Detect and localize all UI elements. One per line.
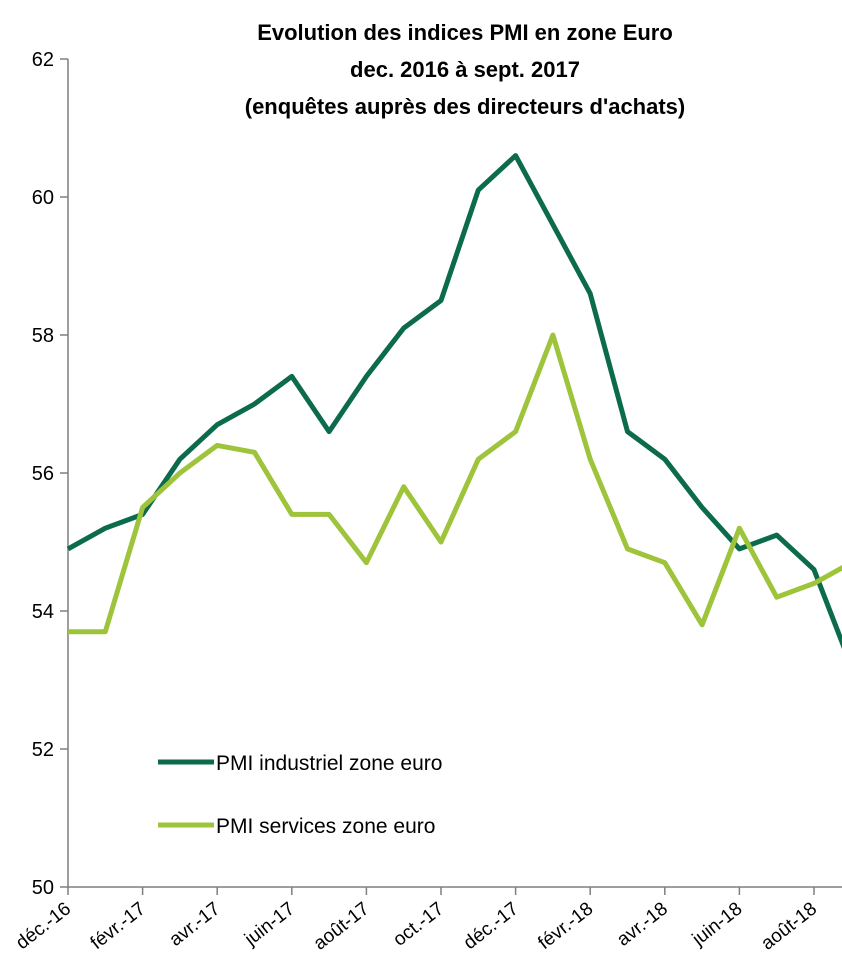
data-point-services <box>327 512 332 517</box>
data-point-services <box>625 546 630 551</box>
data-point-industriel <box>252 402 257 407</box>
x-tick-label: févr.-17 <box>87 898 150 954</box>
data-point-industriel <box>662 457 667 462</box>
data-point-services <box>364 560 369 565</box>
data-point-services <box>252 450 257 455</box>
data-point-industriel <box>401 326 406 331</box>
data-point-services <box>177 471 182 476</box>
data-point-industriel <box>737 546 742 551</box>
x-tick-label: avr.-18 <box>613 898 672 950</box>
data-point-industriel <box>700 505 705 510</box>
data-point-industriel <box>774 533 779 538</box>
data-point-industriel <box>476 188 481 193</box>
x-tick-label: juin-17 <box>240 898 299 950</box>
data-point-services <box>513 429 518 434</box>
data-point-services <box>737 526 742 531</box>
data-point-industriel <box>439 298 444 303</box>
legend-label-industriel: PMI industriel zone euro <box>216 752 442 775</box>
chart-title-line-1: Evolution des indices PMI en zone Euro <box>257 20 673 45</box>
y-tick-label: 56 <box>32 463 54 485</box>
data-point-services <box>103 629 108 634</box>
x-tick-label: oct.-17 <box>389 898 448 950</box>
x-tick-label: juin-18 <box>688 898 747 950</box>
x-tick-label: févr.-18 <box>534 898 597 954</box>
x-tick-label: déc.-16 <box>12 898 75 954</box>
data-point-services <box>289 512 294 517</box>
data-point-services <box>439 540 444 545</box>
y-tick-label: 52 <box>32 739 54 761</box>
data-point-industriel <box>625 429 630 434</box>
data-point-services <box>215 443 220 448</box>
data-point-industriel <box>513 153 518 158</box>
data-point-services <box>700 622 705 627</box>
data-point-services <box>774 595 779 600</box>
legend: PMI industriel zone euro PMI services zo… <box>158 752 442 838</box>
x-tick-label: août-17 <box>310 898 374 954</box>
y-tick-label: 58 <box>32 325 54 347</box>
data-point-services <box>476 457 481 462</box>
data-point-services <box>812 581 817 586</box>
y-tick-label: 62 <box>32 49 54 71</box>
data-point-industriel <box>588 291 593 296</box>
y-tick-label: 50 <box>32 877 54 899</box>
data-point-services <box>588 457 593 462</box>
data-point-industriel <box>550 222 555 227</box>
series-line-services <box>68 332 842 635</box>
data-point-industriel <box>364 374 369 379</box>
x-tick-label: août-18 <box>757 898 821 954</box>
data-point-services <box>401 484 406 489</box>
data-point-services <box>662 560 667 565</box>
x-tick-label: déc.-17 <box>460 898 523 954</box>
data-point-industriel <box>215 422 220 427</box>
data-point-industriel <box>289 374 294 379</box>
data-point-services <box>550 333 555 338</box>
chart-title-line-2: dec. 2016 à sept. 2017 <box>350 57 580 82</box>
data-point-services <box>66 629 71 634</box>
y-tick-label: 60 <box>32 187 54 209</box>
series-layer <box>66 153 842 650</box>
data-point-industriel <box>327 429 332 434</box>
legend-label-services: PMI services zone euro <box>216 815 435 838</box>
data-point-industriel <box>812 567 817 572</box>
data-point-industriel <box>103 526 108 531</box>
chart-title: Evolution des indices PMI en zone Euro d… <box>245 20 686 119</box>
x-tick-label: avr.-17 <box>166 898 225 950</box>
y-tick-label: 54 <box>32 601 54 623</box>
data-point-industriel <box>177 457 182 462</box>
data-point-industriel <box>66 546 71 551</box>
data-point-services <box>140 505 145 510</box>
series-line-industriel <box>66 153 842 650</box>
chart-title-line-3: (enquêtes auprès des directeurs d'achats… <box>245 94 686 119</box>
